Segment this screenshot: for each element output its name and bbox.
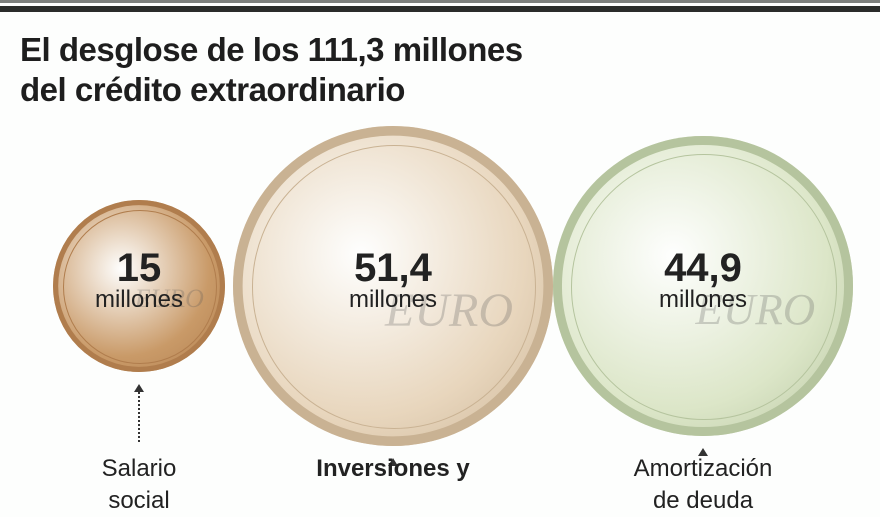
title-line-2: del crédito extraordinario [20, 71, 405, 108]
value-label: 15 [116, 245, 162, 290]
coin-inner [62, 209, 218, 365]
pointer-arrow [134, 384, 144, 393]
coin-inner [252, 145, 536, 429]
coin-inner [571, 154, 837, 420]
category-label: Inversiones y [263, 453, 523, 485]
pointer-arrow [388, 458, 398, 466]
title-line-1: El desglose de los 111,3 millones [20, 31, 523, 68]
pointer-arrow [698, 447, 708, 456]
unit-label: millones [658, 285, 747, 313]
label-line-1: Salario [101, 455, 177, 482]
value-label: 51,4 [354, 246, 432, 290]
top-rule [0, 0, 880, 3]
coin-1: EURO 51,4 millones [233, 126, 553, 446]
label-line-1: Inversiones y [316, 455, 470, 482]
chart-title: El desglose de los 111,3 millones del cr… [20, 30, 523, 110]
unit-label: millones [348, 286, 438, 313]
unit-label: millones [94, 285, 183, 313]
top-bar [0, 6, 880, 12]
coin-euro-marking: EURO [695, 284, 816, 334]
coin-euro-marking: EURO [134, 284, 204, 314]
category-label: Salario social [9, 453, 269, 517]
value-label: 44,9 [664, 245, 742, 290]
coin-euro-marking: EURO [385, 283, 513, 337]
coin-0: EURO 15 millones [52, 199, 226, 373]
category-label: Amortización de deuda [573, 453, 833, 517]
label-line-2: social [108, 487, 170, 514]
label-line-1: Amortización [633, 455, 773, 482]
label-line-2: de deuda [652, 487, 754, 514]
coin-2: EURO 44,9 millones [553, 136, 853, 436]
pointer-line [138, 392, 140, 442]
